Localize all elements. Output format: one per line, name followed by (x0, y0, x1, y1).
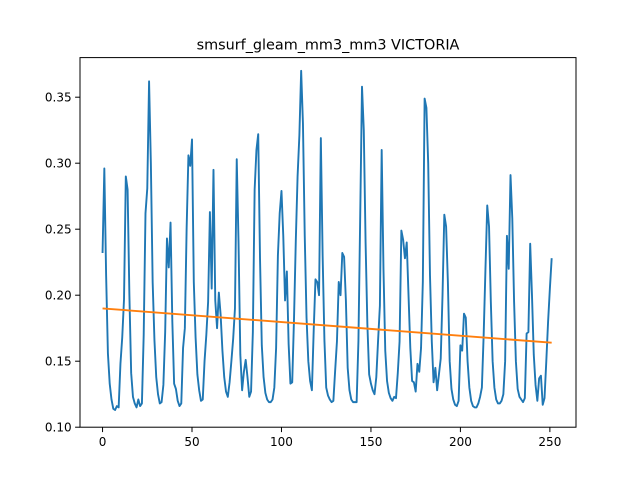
series-line-2 (102, 307, 552, 344)
series-layer (101, 69, 553, 411)
series-line-1 (101, 69, 553, 411)
y-tick-label: 0.25 (45, 223, 72, 237)
x-tick-label: 100 (270, 435, 293, 449)
y-tick-label: 0.15 (45, 355, 72, 369)
y-tick-label: 0.20 (45, 289, 72, 303)
chart-title: smsurf_gleam_mm3_mm3 VICTORIA (197, 38, 460, 54)
x-tick-label: 200 (449, 435, 472, 449)
y-tick-label: 0.35 (45, 91, 72, 105)
y-tick-label: 0.30 (45, 157, 72, 171)
x-tick-label: 50 (184, 435, 199, 449)
x-tick-label: 150 (359, 435, 382, 449)
x-tick-label: 0 (99, 435, 107, 449)
x-tick-label: 250 (538, 435, 561, 449)
axes-frame (79, 57, 577, 428)
y-tick-label: 0.10 (45, 421, 72, 435)
plot-area (80, 57, 576, 428)
axes-layer: 0 50 100 150 200 250 0.10 0.15 0.20 0.25 0.30 0.35 (45, 57, 577, 449)
